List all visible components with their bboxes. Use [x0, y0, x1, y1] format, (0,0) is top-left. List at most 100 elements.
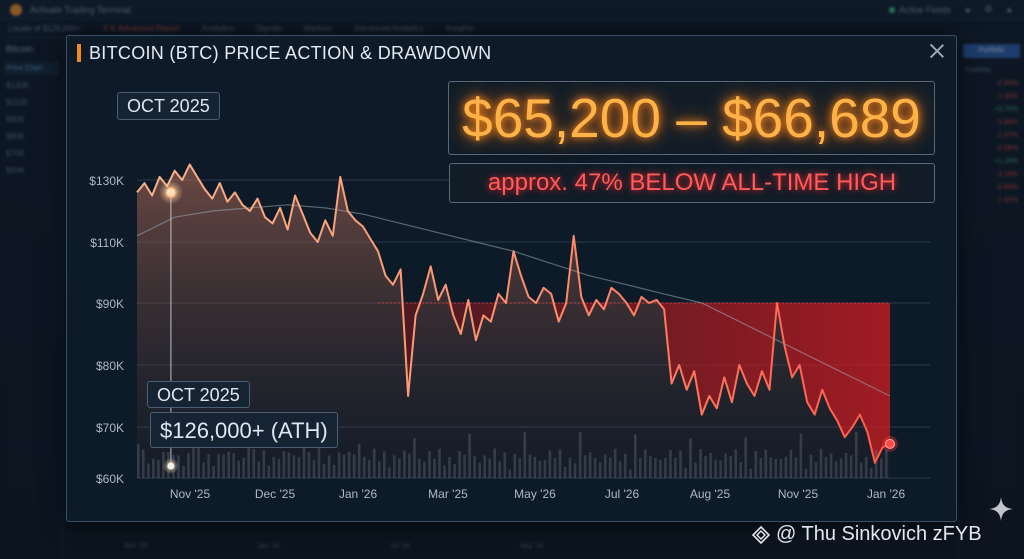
left-sidebar: Bitcoin Price Chart $130K $110K $90K $80… — [0, 38, 64, 559]
nav-tab-active[interactable]: X-K Advanced Report — [102, 24, 180, 33]
right-value-row: -0.65% — [959, 181, 1024, 194]
volume-bar — [433, 458, 436, 478]
volume-bar — [378, 461, 381, 478]
price-area-fill — [137, 164, 890, 478]
right-header: Portfolio — [965, 67, 991, 74]
user-icon[interactable]: ● — [1006, 4, 1012, 15]
nav-tab[interactable]: Analytics — [201, 24, 234, 33]
volume-bar — [839, 458, 843, 478]
volume-bar — [388, 467, 391, 478]
notifications-icon[interactable]: ● — [965, 4, 971, 15]
volume-bar — [634, 434, 637, 478]
bottom-tick: Jul '26 — [389, 543, 410, 550]
volume-bar — [583, 455, 587, 478]
left-item: $110K — [6, 98, 29, 107]
volume-bar — [885, 450, 888, 478]
x-tick-label: Nov '25 — [170, 487, 211, 501]
volume-bar — [829, 453, 833, 478]
volume-bar — [337, 452, 341, 478]
left-item: $60K — [6, 166, 25, 175]
x-tick-label: Jan '26 — [339, 487, 378, 501]
ath-bottom-point — [167, 462, 175, 470]
volume-bar — [192, 442, 195, 478]
volume-bar — [674, 457, 677, 478]
volume-bar — [227, 451, 230, 478]
volume-bar — [327, 455, 331, 478]
nav-tab[interactable]: Markets — [303, 24, 333, 33]
volume-bar — [659, 459, 662, 478]
right-value: +0.76% — [994, 106, 1018, 113]
volume-bar — [644, 449, 647, 478]
volume-bar — [533, 456, 537, 478]
volume-bar — [443, 465, 446, 478]
volume-bar — [157, 459, 160, 478]
y-tick-label: $110K — [90, 236, 124, 250]
volume-bar — [809, 454, 813, 478]
right-value-row: -0.56% — [959, 142, 1024, 155]
y-tick-label: $90K — [96, 297, 124, 311]
volume-bar — [367, 460, 371, 478]
volume-bar — [518, 458, 522, 478]
nav-tab[interactable]: Insights — [445, 24, 474, 33]
volume-bar — [844, 452, 848, 478]
volume-bar — [408, 453, 411, 478]
nav-tab[interactable]: Advanced Analytics — [354, 24, 424, 33]
volume-bar — [458, 451, 461, 478]
volume-bar — [834, 461, 838, 478]
nav-tab[interactable]: Signals — [255, 24, 282, 33]
right-value: -1.30% — [995, 93, 1018, 100]
volume-bar — [362, 456, 366, 478]
volume-bar — [413, 438, 416, 478]
volume-bar — [152, 458, 155, 478]
volume-bar — [593, 457, 597, 478]
volume-bar — [302, 445, 306, 478]
volume-bar — [694, 462, 697, 478]
volume-bar — [307, 452, 311, 478]
volume-bar — [804, 468, 808, 478]
settings-icon[interactable]: ⚙ — [984, 4, 993, 14]
volume-bar — [332, 465, 336, 478]
volume-bar — [493, 448, 496, 478]
bottom-tick: Jan '26 — [257, 543, 280, 550]
right-values-list: -2.43% -1.30% +0.76% -2.88% -1.07% -0.56% +1.1… — [959, 77, 1024, 207]
sparkle-icon — [989, 497, 1013, 521]
peak-date-label: OCT 2025 — [117, 92, 220, 120]
bottom-tick: Nov '25 — [124, 543, 148, 550]
volume-bar — [789, 449, 793, 478]
left-tab[interactable]: Price Chart — [4, 62, 59, 75]
active-feeds-status[interactable]: Active Feeds — [889, 5, 951, 15]
ath-point — [165, 186, 177, 199]
volume-bar — [473, 456, 476, 478]
right-value: -3.18% — [995, 171, 1018, 178]
volume-bar — [142, 449, 145, 478]
volume-bar — [799, 433, 803, 478]
left-item: $70K — [6, 149, 25, 158]
volume-bar — [543, 460, 547, 478]
volume-bar — [478, 462, 481, 478]
watermark-text: @ Thu Sinkovich zFYB — [776, 523, 982, 545]
x-tick-label: Nov '25 — [778, 487, 819, 501]
volume-bar — [558, 449, 562, 478]
volume-bar — [222, 454, 225, 478]
app-title: Activate Trading Terminal — [30, 4, 131, 15]
watermark: @ Thu Sinkovich zFYB — [752, 523, 982, 546]
volume-bar — [573, 463, 577, 478]
portfolio-button[interactable]: Portfolio — [963, 44, 1020, 58]
volume-bar — [749, 468, 752, 478]
volume-bar — [252, 448, 256, 478]
drawdown-area — [377, 303, 891, 463]
volume-bar — [267, 465, 271, 478]
y-tick-label: $130K — [89, 174, 124, 188]
left-item: $130K — [6, 81, 30, 90]
volume-bar — [398, 458, 401, 478]
volume-bar — [322, 463, 326, 478]
volume-bar — [603, 454, 607, 478]
right-value: -0.56% — [995, 145, 1018, 152]
volume-bar — [207, 454, 210, 478]
volume-bar — [197, 448, 200, 478]
right-value-row: -3.18% — [959, 168, 1024, 181]
volume-bar — [553, 458, 557, 478]
drawdown-box: approx. 47% BELOW ALL-TIME HIGH — [449, 163, 935, 203]
volume-bar — [764, 449, 768, 478]
app-logo-icon — [10, 3, 22, 16]
